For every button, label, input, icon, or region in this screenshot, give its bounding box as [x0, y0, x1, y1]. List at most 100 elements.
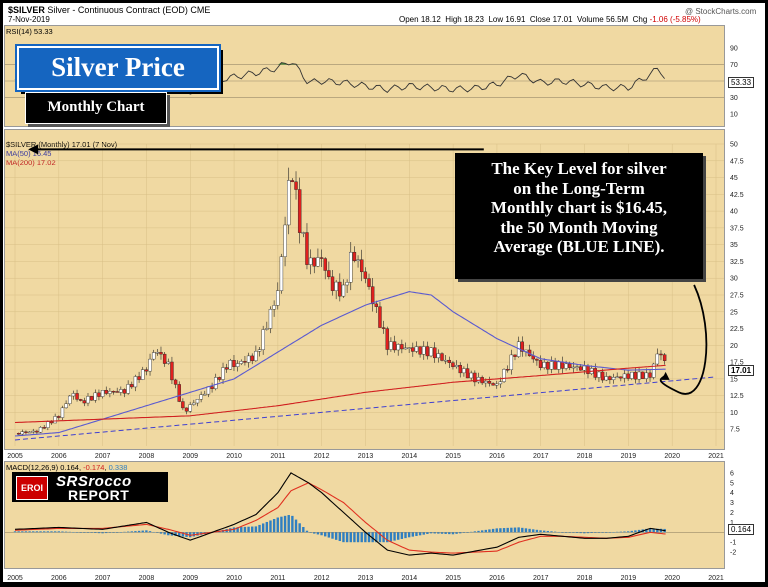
candle-body — [206, 386, 211, 395]
macd-hist-bar — [115, 532, 119, 533]
candle-body — [265, 328, 269, 330]
macd-hist-bar — [57, 531, 60, 533]
macd-hist-bar — [623, 531, 626, 533]
high-value: 18.23 — [463, 15, 485, 24]
candle-body — [330, 276, 335, 291]
candle-body — [560, 361, 565, 369]
macd-hist-bar — [528, 528, 531, 533]
price-x-tick-label: 2008 — [139, 453, 155, 460]
price-last-value: 17.01 — [728, 365, 755, 376]
price-tick-label: 12.5 — [730, 393, 744, 400]
price-x-tick-label: 2017 — [533, 453, 549, 460]
macd-hist-bar — [539, 530, 542, 533]
price-tick-label: 15 — [730, 376, 738, 383]
candle-body — [250, 355, 254, 361]
candle-body — [228, 360, 233, 370]
candle-body — [151, 352, 156, 360]
macd-hist-bar — [469, 531, 473, 533]
candle-body — [360, 259, 364, 273]
volume-value: 56.5M — [605, 15, 629, 24]
open-value: 18.12 — [420, 15, 441, 24]
candle-body — [553, 361, 557, 370]
candle-body — [287, 180, 291, 226]
candle-body — [210, 386, 214, 389]
candle-body — [166, 361, 170, 364]
candle-body — [644, 372, 649, 379]
candle-body — [232, 360, 236, 367]
macd-hist-bar — [97, 532, 101, 534]
macd-hist-bar — [50, 531, 53, 533]
candle-body — [349, 251, 353, 283]
macd-hist-bar — [272, 519, 276, 533]
candle-body — [148, 358, 152, 372]
price-tick-label: 7.5 — [730, 427, 740, 434]
macd-hist-bar — [532, 529, 535, 533]
macd-hist-bar — [411, 532, 415, 537]
candle-body — [24, 431, 28, 433]
candle-body — [68, 395, 72, 404]
candle-body — [192, 402, 196, 405]
high-label: High — [445, 15, 462, 24]
macd-hist-bar — [309, 532, 312, 533]
macd-hist-bar — [510, 527, 513, 533]
price-tick-label: 50 — [730, 142, 738, 149]
candle-body — [542, 362, 546, 368]
macd-x-tick-label: 2010 — [226, 575, 242, 582]
candle-body — [53, 416, 57, 424]
candle-body — [370, 286, 375, 305]
macd-hist-bar — [112, 532, 115, 533]
candle-body — [381, 327, 386, 329]
candle-body — [243, 361, 247, 363]
volume-label: Volume — [577, 15, 604, 24]
macd-title-sep-2: , — [104, 463, 109, 472]
callout-line: the 50 Month Moving — [500, 217, 658, 237]
candle-body — [367, 278, 371, 287]
macd-hist-bar — [448, 532, 451, 535]
candle-body — [487, 380, 492, 384]
candle-body — [261, 329, 265, 350]
macd-x-tick-label: 2006 — [51, 575, 67, 582]
candle-body — [89, 396, 94, 401]
macd-hist-bar — [167, 532, 170, 536]
price-chart: 7.5 10 12.5 15 17.5 20 22.5 25 27.5 30 32.5 35 37.5 4… — [5, 142, 744, 460]
macd-hist-bar — [378, 532, 382, 543]
candle-body — [648, 372, 652, 378]
macd-hist-bar — [564, 532, 568, 533]
macd-hist-bar — [393, 532, 396, 541]
price-tick-label: 32.5 — [730, 259, 744, 266]
macd-x-tick-label: 2009 — [182, 575, 198, 582]
candle-body — [294, 181, 298, 190]
macd-hist-bar — [42, 531, 46, 533]
candle-body — [608, 376, 612, 381]
candle-body — [301, 232, 306, 234]
macd-hist-bar — [451, 532, 455, 535]
macd-hist-bar — [17, 531, 20, 533]
candle-body — [130, 384, 134, 388]
macd-hist-bar — [473, 531, 477, 533]
macd-hist-bar — [324, 532, 327, 537]
macd-hist-bar — [364, 532, 367, 543]
candle-body — [403, 347, 408, 350]
macd-hist-bar — [280, 516, 283, 533]
price-x-tick-label: 2016 — [489, 453, 505, 460]
price-x-tick-label: 2005 — [7, 453, 23, 460]
legend-ma200: MA(200) 17.02 — [6, 158, 56, 167]
candle-body — [392, 341, 397, 351]
candle-body — [144, 369, 149, 372]
candle-body — [20, 431, 24, 435]
macd-hist-bar — [156, 532, 159, 533]
pointer-arrow-curve — [659, 284, 708, 395]
candle-body — [31, 430, 35, 433]
candle-body — [235, 363, 240, 367]
macd-hist-bar — [557, 531, 560, 533]
price-x-tick-label: 2007 — [95, 453, 111, 460]
candle-body — [509, 354, 514, 370]
macd-hist-bar — [251, 526, 254, 533]
callout-line: on the Long-Term — [513, 178, 645, 198]
macd-hist-bar — [594, 532, 597, 533]
candle-body — [491, 383, 495, 386]
candle-body — [170, 361, 174, 381]
candle-body — [422, 346, 426, 355]
candle-body — [60, 407, 65, 418]
open-label: Open — [399, 15, 419, 24]
